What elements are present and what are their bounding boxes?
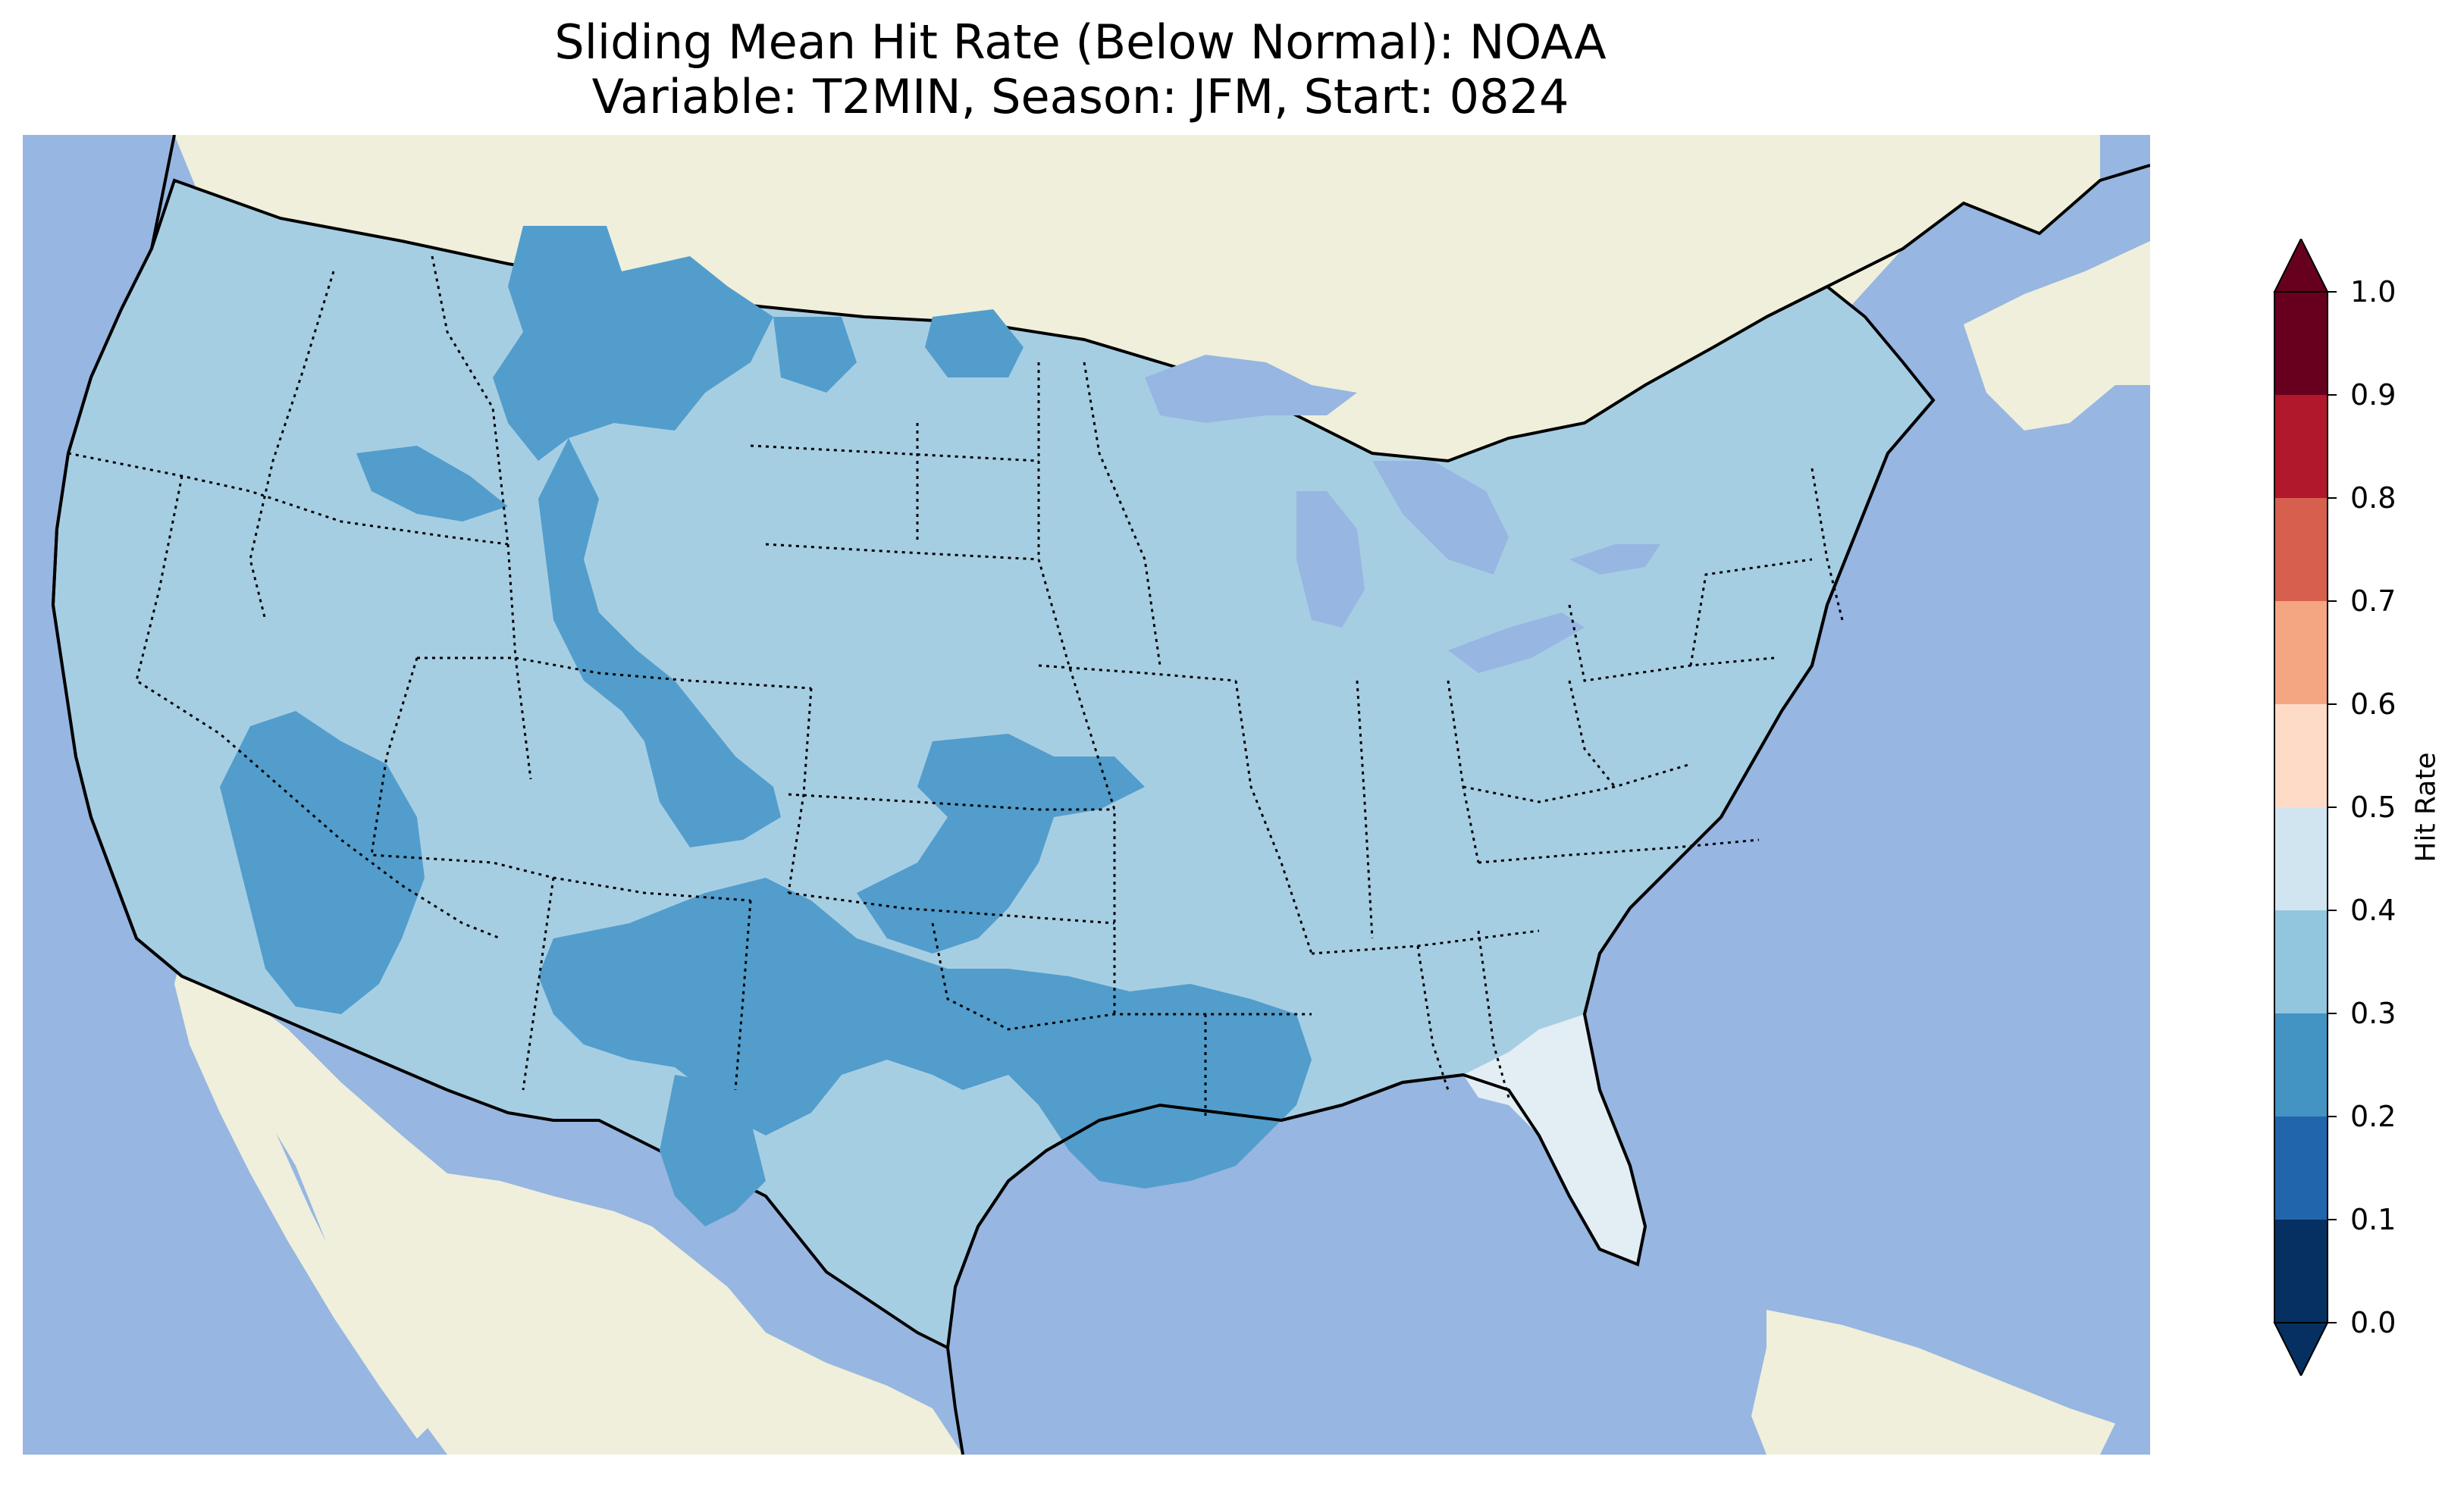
colorbar-tick-label: 0.4 (2350, 894, 2397, 927)
colorbar-tick-label: 0.0 (2350, 1306, 2397, 1339)
colorbar-bin (2274, 910, 2328, 1013)
colorbar-tick-label: 0.2 (2350, 1100, 2397, 1133)
coastlines (51, 135, 2150, 1455)
colorbar-bin (2274, 601, 2328, 704)
colorbar-tick-label: 0.5 (2350, 791, 2397, 824)
cuba-land (1751, 1310, 2115, 1455)
colorbar-tick-label: 0.7 (2350, 584, 2397, 618)
great-lakes (1145, 355, 1660, 673)
colorbar-tick-label: 0.1 (2350, 1203, 2397, 1236)
colorbar-tick-label: 0.6 (2350, 687, 2397, 721)
colorbar (2273, 239, 2337, 1376)
colorbar-bin (2274, 498, 2328, 601)
map-subtitle: Variable: T2MIN, Season: JFM, Start: 082… (591, 69, 1569, 124)
colorbar-tick-label: 0.9 (2350, 378, 2397, 412)
colorbar-bin (2274, 292, 2328, 395)
colorbar-extend-over (2273, 239, 2329, 293)
baja-land (174, 954, 432, 1439)
colorbar-bin (2274, 1220, 2328, 1323)
colorbar-bin (2274, 704, 2328, 807)
state-boundaries (67, 255, 1844, 1120)
map-panel (23, 135, 2150, 1455)
colorbar-tick-label: 1.0 (2350, 275, 2397, 309)
hit-rate-field-0-4-0-5 (1463, 1014, 1645, 1264)
colorbar-bin (2274, 1013, 2328, 1117)
colorbar-extend-under (2273, 1322, 2329, 1376)
colorbar-tick-label: 0.8 (2350, 481, 2397, 515)
colorbar-bin (2274, 1117, 2328, 1220)
map-title: Sliding Mean Hit Rate (Below Normal): NO… (554, 14, 1607, 70)
maritimes-land (1964, 241, 2150, 431)
colorbar-bin (2274, 395, 2328, 498)
colorbar-bin (2274, 807, 2328, 910)
colorbar-tick-label: 0.3 (2350, 997, 2397, 1030)
colorbar-label: Hit Rate (2410, 752, 2442, 863)
hit-rate-field-0-2-0-3 (220, 226, 1312, 1226)
